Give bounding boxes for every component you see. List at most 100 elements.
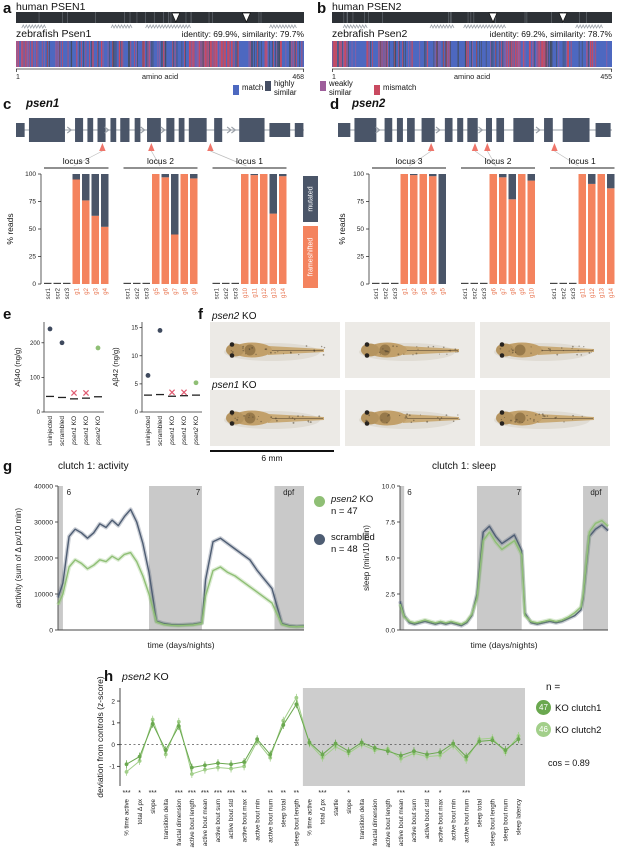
- frameshifted-bar: [82, 200, 90, 284]
- zebrafish-larva-photo: [345, 390, 475, 446]
- exon-box: [467, 118, 478, 142]
- clutch2-point: [203, 767, 207, 772]
- exon-box: [178, 118, 185, 142]
- panel-c-label: c: [3, 96, 12, 113]
- legend-match: match: [233, 83, 263, 95]
- svg-text:g9: g9: [520, 287, 526, 294]
- direction-chevron: [375, 126, 381, 134]
- svg-text:***: ***: [188, 790, 196, 797]
- svg-text:active bout min: active bout min: [450, 798, 457, 840]
- night-band: [400, 486, 405, 630]
- clutch2-point: [294, 695, 299, 700]
- direction-chevron: [435, 126, 441, 134]
- svg-text:g2: g2: [84, 287, 90, 294]
- legend-scrambled: scrambled n = 48: [314, 532, 375, 557]
- direction-chevron: [66, 126, 73, 134]
- clutch1-point: [281, 723, 286, 727]
- night-band: [58, 486, 63, 630]
- larva-head: [496, 343, 514, 357]
- clutch2-point: [281, 718, 286, 723]
- larva-eye: [364, 342, 370, 347]
- transmembrane-squiggle: [463, 24, 506, 29]
- svg-text:locus 3: locus 3: [396, 156, 423, 166]
- scrambled-dot: [314, 533, 325, 545]
- svg-text:50: 50: [357, 226, 365, 233]
- svg-text:g13: g13: [599, 287, 605, 298]
- legend-highly-similar: highly similar: [265, 79, 303, 97]
- exon-box: [354, 118, 377, 142]
- svg-text:g4: g4: [431, 287, 437, 294]
- svg-text:100: 100: [25, 171, 36, 178]
- clutch1-point: [203, 763, 207, 768]
- clutch1-point: [294, 702, 299, 707]
- svg-text:g11: g11: [252, 287, 258, 297]
- svg-text:g14: g14: [281, 287, 287, 298]
- transmembrane-squiggle: [575, 24, 603, 29]
- transmembrane-squiggle: [21, 24, 47, 29]
- svg-text:g5: g5: [154, 287, 160, 294]
- svg-text:0: 0: [360, 281, 364, 288]
- larva-head: [226, 343, 244, 357]
- svg-text:0: 0: [135, 410, 139, 416]
- svg-text:sleep latency: sleep latency: [516, 798, 523, 835]
- scale-bar-label: 6 mm: [261, 453, 283, 463]
- clutch1-count-badge: 47: [536, 700, 551, 715]
- frameshifted-bar: [527, 180, 535, 284]
- triangle-marker: [171, 12, 181, 23]
- svg-text:**: **: [241, 790, 247, 797]
- svg-text:active bout min: active bout min: [254, 798, 261, 840]
- transmembrane-squiggle: [342, 24, 368, 29]
- night-band: [149, 486, 202, 630]
- clutch2-count-badge: 46: [536, 722, 551, 737]
- data-point: [193, 380, 199, 386]
- svg-text:100: 100: [30, 375, 41, 381]
- svg-text:g7: g7: [501, 287, 507, 294]
- mutated-bar: [161, 174, 169, 178]
- larva-eye: [499, 421, 505, 426]
- clutch1-point: [150, 722, 155, 726]
- svg-text:***: ***: [201, 790, 209, 797]
- data-point: [59, 340, 65, 346]
- mutated-bar: [438, 174, 446, 284]
- clutch1-point: [255, 737, 260, 742]
- data-point: [47, 326, 53, 332]
- svg-text:0: 0: [32, 281, 36, 288]
- larva-head: [496, 411, 514, 425]
- night-section-band: [302, 688, 525, 786]
- frameshifted-bar: [91, 215, 99, 284]
- night-band: [476, 486, 522, 630]
- psen2-gene-diagram: [338, 118, 612, 167]
- svg-text:scr3: scr3: [482, 287, 488, 299]
- svg-text:active bout length: active bout length: [385, 798, 392, 847]
- target-site-arrow: [427, 143, 435, 151]
- behavior-legend: psen2 KO n = 47 scrambled n = 48: [314, 494, 375, 556]
- clutch1-point: [490, 738, 495, 743]
- direction-chevron: [226, 126, 233, 134]
- exon-box: [147, 118, 161, 142]
- svg-text:active bout length: active bout length: [189, 798, 196, 847]
- mutated-bar: [588, 174, 596, 184]
- svg-text:active bout num: active bout num: [267, 799, 274, 843]
- zebrafish-larva-photo: [480, 390, 610, 446]
- svg-text:sleep bout length: sleep bout length: [294, 798, 301, 846]
- clutch2-point: [229, 766, 233, 771]
- svg-text:locus 1: locus 1: [236, 156, 263, 166]
- svg-text:6: 6: [407, 488, 412, 497]
- svg-text:scr1: scr1: [214, 287, 220, 299]
- exon-box: [457, 118, 464, 142]
- fingerprint-n-label: n =: [546, 682, 561, 693]
- panel-h-label: h: [104, 668, 114, 685]
- svg-text:75: 75: [29, 199, 37, 206]
- larva-eye: [364, 410, 370, 415]
- svg-text:active bout std: active bout std: [228, 798, 235, 838]
- frameshifted-bar: [429, 176, 437, 284]
- legend-mismatch: mismatch: [374, 83, 416, 95]
- svg-text:g14: g14: [609, 287, 615, 298]
- scrambled-line: [399, 524, 609, 627]
- svg-text:active bout max: active bout max: [437, 798, 444, 842]
- clutch1-point: [503, 748, 508, 752]
- clutch1-point: [359, 740, 364, 745]
- svg-text:amino acid: amino acid: [142, 72, 178, 81]
- svg-text:2.5: 2.5: [386, 591, 396, 598]
